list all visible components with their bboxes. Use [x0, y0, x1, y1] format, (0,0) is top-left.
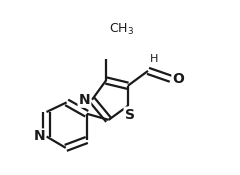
Text: O: O — [173, 72, 184, 86]
Text: N: N — [33, 130, 45, 144]
Text: S: S — [125, 108, 135, 122]
Text: CH$_3$: CH$_3$ — [109, 22, 134, 37]
Text: N: N — [79, 93, 90, 107]
Text: H: H — [150, 54, 158, 65]
